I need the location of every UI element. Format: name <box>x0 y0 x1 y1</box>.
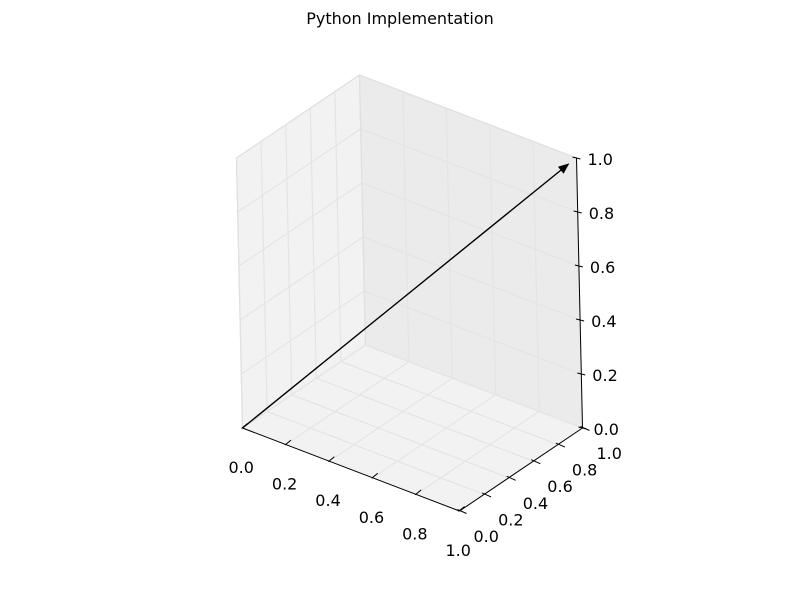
y-tick-label: 0.8 <box>572 461 597 480</box>
grid-line-z-back <box>361 182 580 267</box>
grid-line-x-back <box>445 108 453 379</box>
x-tick-label: 0.8 <box>402 524 427 543</box>
grid-line-z-back <box>364 290 582 375</box>
z-tick-mark <box>577 372 586 376</box>
left-pane <box>236 75 366 428</box>
z-tick-label: 0.0 <box>594 420 619 439</box>
grid-line-z-left <box>239 236 364 321</box>
x-tick-label: 0.2 <box>272 475 297 494</box>
grid-line-y-floor <box>266 410 485 495</box>
z-tick-mark <box>574 264 584 268</box>
grid-line-y-floor <box>340 361 559 446</box>
grid-line-z-back <box>362 236 581 321</box>
x-tick-label: 0.0 <box>229 458 254 477</box>
grid-line-x-floor <box>415 410 540 495</box>
x-tick-label: 1.0 <box>446 541 471 560</box>
grid-line-y-left <box>334 91 342 362</box>
grid-line-x-floor <box>328 377 453 462</box>
grid-line-y-left <box>309 108 317 379</box>
z-tick-mark <box>578 426 587 430</box>
z-tick-label: 1.0 <box>588 150 613 169</box>
z-axis-line <box>576 157 583 429</box>
y-tick-mark <box>555 442 566 448</box>
arrow-vector <box>242 163 570 429</box>
x-tick-mark <box>371 472 379 479</box>
z-tick-label: 0.6 <box>590 258 615 277</box>
tick-labels: 0.00.20.40.60.81.00.00.20.40.60.81.00.00… <box>229 150 622 560</box>
y-tick-label: 0.2 <box>498 510 523 529</box>
grid-line-z-left <box>240 290 365 375</box>
x-tick-label: 0.4 <box>315 491 340 510</box>
grid-line-z-left <box>238 182 363 267</box>
grid-line-y-left <box>285 124 293 395</box>
pane-edge-back-vertical <box>358 74 367 346</box>
z-tick-mark <box>572 156 581 160</box>
y-tick-mark <box>457 509 467 514</box>
grid-line-y-floor <box>316 377 534 462</box>
axis-lines <box>235 74 583 512</box>
pane-edge-top-left <box>236 74 360 159</box>
x-tick-mark <box>414 489 422 496</box>
chart-title: Python Implementation <box>306 9 494 28</box>
y-tick-label: 0.4 <box>523 494 548 513</box>
grid-line-x-back <box>489 124 497 395</box>
z-tick-mark <box>573 210 582 214</box>
grid-line-z-back <box>365 344 583 429</box>
z-tick-mark <box>575 318 585 322</box>
x-axis-line <box>242 427 460 512</box>
pane-edge-front-left <box>235 157 244 429</box>
y-axis-line <box>459 427 583 512</box>
back-pane <box>359 75 583 428</box>
grid-line-z-left <box>237 128 362 213</box>
grid-line-x-floor <box>285 361 410 446</box>
grid-line-x-back <box>402 91 410 362</box>
z-tick-label: 0.2 <box>592 366 617 385</box>
pane-edge-top-back <box>359 74 577 159</box>
x-tick-label: 0.6 <box>359 508 384 527</box>
x-tick-mark <box>327 456 335 463</box>
y-tick-mark <box>531 459 541 465</box>
z-tick-label: 0.8 <box>589 204 614 223</box>
grid-line-x-back <box>532 141 540 412</box>
y-tick-label: 0.0 <box>474 527 499 546</box>
grid-line-z-back <box>360 128 578 213</box>
grid-line-x-floor <box>372 394 497 479</box>
axis-panes <box>236 75 583 511</box>
y-tick-mark <box>506 475 516 481</box>
x-tick-mark <box>284 439 292 446</box>
z-tick-label: 0.4 <box>591 312 616 331</box>
y-tick-label: 1.0 <box>597 444 622 463</box>
grid-line-z-left <box>242 344 366 429</box>
grid-line-y-floor <box>291 394 509 479</box>
data-series <box>242 163 570 429</box>
y-tick-mark <box>481 492 492 498</box>
grid-line-y-left <box>260 141 268 412</box>
floor-pane <box>242 345 583 511</box>
y-tick-label: 0.6 <box>547 477 572 496</box>
